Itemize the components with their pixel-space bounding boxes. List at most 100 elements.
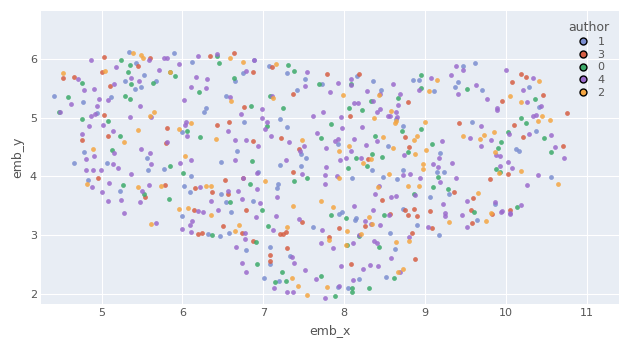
3 bbox=[248, 69, 258, 75]
4 bbox=[241, 68, 251, 73]
3 bbox=[282, 245, 292, 250]
4 bbox=[333, 136, 343, 142]
0 bbox=[125, 62, 135, 68]
1 bbox=[439, 169, 449, 175]
0 bbox=[226, 199, 236, 205]
1 bbox=[142, 167, 152, 173]
3 bbox=[224, 119, 234, 125]
1 bbox=[216, 191, 226, 196]
3 bbox=[99, 54, 109, 60]
2 bbox=[324, 237, 335, 243]
4 bbox=[528, 114, 538, 119]
3 bbox=[403, 99, 413, 105]
4 bbox=[312, 130, 322, 135]
1 bbox=[450, 85, 460, 90]
4 bbox=[311, 277, 321, 282]
1 bbox=[199, 109, 209, 115]
3 bbox=[287, 91, 297, 97]
2 bbox=[205, 183, 215, 189]
0 bbox=[207, 232, 217, 238]
4 bbox=[345, 82, 355, 88]
4 bbox=[414, 87, 424, 93]
4 bbox=[193, 208, 203, 214]
4 bbox=[496, 209, 506, 215]
4 bbox=[180, 122, 190, 128]
4 bbox=[175, 160, 185, 166]
2 bbox=[282, 224, 292, 230]
4 bbox=[383, 113, 393, 119]
1 bbox=[185, 190, 195, 195]
2 bbox=[418, 166, 428, 172]
3 bbox=[218, 223, 228, 229]
3 bbox=[403, 212, 413, 218]
4 bbox=[348, 277, 358, 283]
1 bbox=[177, 129, 187, 135]
0 bbox=[270, 279, 280, 285]
0 bbox=[433, 174, 444, 180]
0 bbox=[258, 207, 268, 212]
3 bbox=[345, 113, 355, 119]
0 bbox=[370, 133, 381, 139]
4 bbox=[372, 263, 382, 269]
2 bbox=[365, 157, 375, 162]
3 bbox=[466, 207, 476, 213]
1 bbox=[169, 50, 180, 56]
4 bbox=[181, 133, 192, 139]
2 bbox=[260, 178, 270, 183]
Legend: 1, 3, 0, 4, 2: 1, 3, 0, 4, 2 bbox=[563, 17, 614, 102]
4 bbox=[109, 81, 119, 86]
4 bbox=[282, 290, 292, 295]
3 bbox=[212, 122, 222, 128]
3 bbox=[425, 208, 435, 214]
4 bbox=[368, 207, 378, 213]
4 bbox=[266, 93, 277, 99]
4 bbox=[332, 173, 342, 178]
0 bbox=[326, 213, 336, 218]
1 bbox=[425, 194, 435, 200]
1 bbox=[139, 73, 149, 78]
4 bbox=[272, 194, 282, 200]
2 bbox=[268, 96, 278, 101]
4 bbox=[495, 153, 505, 158]
2 bbox=[146, 221, 156, 226]
2 bbox=[132, 127, 142, 133]
4 bbox=[362, 88, 372, 93]
1 bbox=[253, 169, 263, 174]
4 bbox=[146, 114, 156, 120]
0 bbox=[341, 242, 352, 247]
4 bbox=[98, 122, 108, 128]
2 bbox=[297, 137, 307, 143]
4 bbox=[281, 157, 291, 163]
2 bbox=[390, 120, 400, 125]
2 bbox=[534, 78, 544, 84]
1 bbox=[434, 232, 444, 237]
1 bbox=[274, 278, 284, 284]
2 bbox=[553, 182, 563, 187]
2 bbox=[59, 71, 69, 76]
0 bbox=[194, 89, 204, 95]
4 bbox=[113, 165, 123, 171]
3 bbox=[77, 137, 87, 143]
3 bbox=[248, 238, 258, 243]
4 bbox=[88, 167, 98, 173]
0 bbox=[416, 85, 426, 90]
1 bbox=[317, 81, 327, 87]
0 bbox=[118, 182, 128, 188]
0 bbox=[107, 147, 117, 152]
4 bbox=[84, 123, 94, 128]
2 bbox=[210, 136, 220, 142]
3 bbox=[386, 211, 396, 216]
0 bbox=[546, 149, 556, 155]
3 bbox=[521, 74, 531, 80]
3 bbox=[364, 156, 374, 161]
4 bbox=[386, 195, 396, 200]
1 bbox=[238, 70, 248, 76]
2 bbox=[287, 275, 297, 281]
2 bbox=[410, 151, 420, 157]
0 bbox=[379, 213, 389, 218]
4 bbox=[117, 198, 127, 203]
4 bbox=[299, 143, 309, 149]
4 bbox=[127, 75, 137, 81]
4 bbox=[437, 138, 447, 144]
3 bbox=[278, 231, 289, 237]
